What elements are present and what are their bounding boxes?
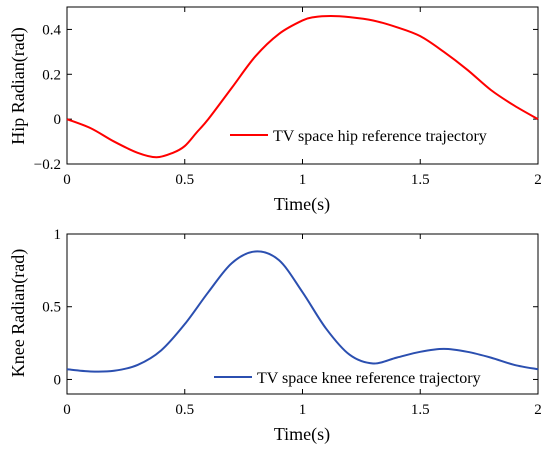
hip-y-tick-label: 0.2 <box>42 67 61 83</box>
hip-x-tick-label: 0 <box>63 172 71 188</box>
knee-x-tick-label: 1.5 <box>411 402 430 418</box>
hip-x-ticks: 0 0.5 1 1.5 2 <box>63 7 542 188</box>
hip-y-ticks: −0.2 0 0.2 0.4 <box>34 22 538 173</box>
knee-x-tick-label: 2 <box>534 402 542 418</box>
knee-trajectory-line <box>66 250 539 373</box>
hip-x-tick-label: 1.5 <box>411 172 430 188</box>
hip-x-tick-label: 0.5 <box>175 172 194 188</box>
knee-x-ticks: 0 0.5 1 1.5 2 <box>63 234 542 418</box>
knee-legend: TV space knee reference trajectory <box>214 370 481 387</box>
knee-legend-label: TV space knee reference trajectory <box>257 370 481 387</box>
hip-y-tick-label: 0 <box>54 112 62 128</box>
knee-y-tick-label: 1 <box>54 227 62 243</box>
knee-x-axis-label: Time(s) <box>274 424 330 445</box>
hip-y-axis-label: Hip Radian(rad) <box>8 27 29 144</box>
hip-y-tick-label: 0.4 <box>42 22 61 38</box>
knee-x-tick-label: 1 <box>299 402 307 418</box>
knee-y-tick-label: 0.5 <box>42 300 61 316</box>
hip-y-tick-label: −0.2 <box>34 157 61 173</box>
knee-y-tick-label: 0 <box>54 372 62 388</box>
knee-y-axis-label: Knee Radian(rad) <box>8 249 29 377</box>
hip-x-tick-label: 2 <box>534 172 542 188</box>
knee-y-ticks: 00.51 <box>42 227 538 388</box>
hip-legend-label: TV space hip reference trajectory <box>273 128 487 145</box>
knee-x-tick-label: 0 <box>63 402 71 418</box>
hip-trajectory-line <box>66 14 539 159</box>
hip-x-tick-label: 1 <box>299 172 307 188</box>
hip-plot-panel: 0 0.5 1 1.5 2 −0.200.20.4 Time(s) Hip Radian… <box>8 6 542 215</box>
knee-plot-panel: 0 0.5 1 1.5 2 00.51 Time(s) Knee Radian(rad)… <box>8 227 542 445</box>
hip-x-axis-label: Time(s) <box>274 194 330 215</box>
knee-x-tick-label: 0.5 <box>175 402 194 418</box>
hip-legend: TV space hip reference trajectory <box>230 128 487 145</box>
